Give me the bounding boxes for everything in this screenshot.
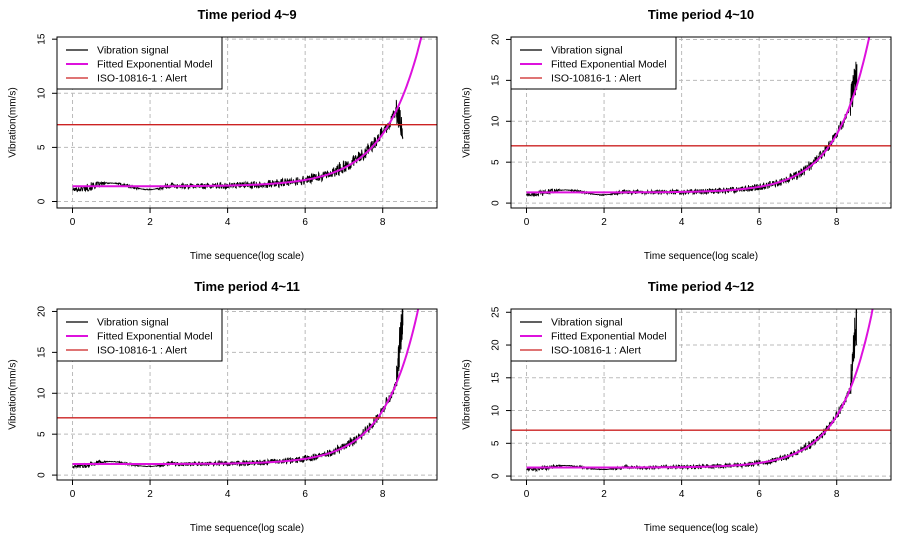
x-axis: 0 2 4 6 8 Time sequence(log scale)	[70, 480, 386, 534]
legend-label-signal: Vibration signal	[97, 317, 169, 329]
plot-area	[57, 309, 437, 469]
x-tick-label-0: 0	[524, 489, 530, 500]
y-axis: 0 5 10 15 Vibration(mm/s)	[8, 33, 57, 204]
series-vibration-signal	[72, 99, 404, 193]
y-tick-label-1: 5	[37, 431, 48, 437]
x-tick-label-1: 2	[147, 489, 153, 500]
x-tick-label-3: 6	[756, 489, 762, 500]
y-tick-label-1: 5	[37, 144, 48, 150]
chart-period-4-11: Time period 4~11 0 2 4 6 8 Time sequence(log s…	[8, 279, 438, 534]
series-fitted-exponential-model	[72, 37, 423, 188]
chart-period-4-9: Time period 4~9 0 2 4 6 8 Time sequence(log sc…	[8, 7, 438, 262]
y-axis-label: Vibration(mm/s)	[462, 87, 473, 157]
chart-period-4-10: Time period 4~10 0 2 4 6 8 Time sequence(log s…	[462, 7, 892, 262]
legend-label-model: Fitted Exponential Model	[97, 59, 213, 71]
plot-frame	[56, 36, 438, 209]
x-tick-label-1: 2	[147, 217, 153, 228]
y-tick-label-4: 20	[491, 339, 502, 351]
plot-frame	[510, 308, 892, 481]
y-tick-label-5: 25	[491, 306, 502, 318]
plot-area	[511, 37, 891, 197]
y-tick-label-3: 15	[37, 346, 48, 358]
panel-period-4-10: Time period 4~10 0 2 4 6 8 Time sequence(log s…	[454, 0, 908, 271]
legend-label-model: Fitted Exponential Model	[97, 331, 213, 343]
legend-label-model: Fitted Exponential Model	[551, 59, 667, 71]
grid	[57, 309, 437, 480]
chart-title: Time period 4~9	[197, 7, 296, 22]
x-tick-label-4: 8	[380, 217, 386, 228]
x-tick-label-3: 6	[302, 489, 308, 500]
y-tick-label-2: 10	[491, 405, 502, 417]
legend: Vibration signal Fitted Exponential Model…	[56, 308, 223, 362]
x-tick-label-2: 4	[679, 217, 685, 228]
legend-label-alert: ISO-10816-1 : Alert	[551, 73, 641, 85]
x-axis: 0 2 4 6 8 Time sequence(log scale)	[524, 208, 840, 262]
chart-title: Time period 4~10	[648, 7, 754, 22]
legend-label-alert: ISO-10816-1 : Alert	[551, 345, 641, 357]
x-tick-label-2: 4	[679, 489, 685, 500]
x-axis-label: Time sequence(log scale)	[644, 523, 758, 534]
x-tick-label-3: 6	[302, 217, 308, 228]
y-tick-label-2: 10	[37, 387, 48, 399]
y-tick-label-0: 0	[491, 473, 502, 479]
y-tick-label-2: 10	[37, 87, 48, 99]
chart-title: Time period 4~12	[648, 279, 754, 294]
series-fitted-exponential-model	[526, 309, 874, 469]
x-tick-label-4: 8	[834, 217, 840, 228]
plot-frame	[56, 308, 438, 481]
legend-label-signal: Vibration signal	[97, 45, 169, 57]
x-tick-label-1: 2	[601, 489, 607, 500]
x-tick-label-1: 2	[601, 217, 607, 228]
y-tick-label-3: 15	[491, 372, 502, 384]
x-axis-label: Time sequence(log scale)	[190, 523, 304, 534]
y-axis-label: Vibration(mm/s)	[8, 359, 19, 429]
y-tick-label-2: 10	[491, 115, 502, 127]
legend-label-signal: Vibration signal	[551, 317, 623, 329]
x-axis: 0 2 4 6 8 Time sequence(log scale)	[70, 208, 386, 262]
y-axis: 0 5 10 15 20 Vibration(mm/s)	[8, 305, 57, 478]
y-tick-label-4: 20	[37, 305, 48, 317]
legend-label-signal: Vibration signal	[551, 45, 623, 57]
x-tick-label-2: 4	[225, 217, 231, 228]
x-tick-label-4: 8	[380, 489, 386, 500]
y-tick-label-1: 5	[491, 159, 502, 165]
legend: Vibration signal Fitted Exponential Model…	[510, 36, 677, 90]
x-axis-label: Time sequence(log scale)	[644, 251, 758, 262]
y-tick-label-0: 0	[491, 200, 502, 206]
x-tick-label-0: 0	[70, 489, 76, 500]
legend: Vibration signal Fitted Exponential Model…	[56, 36, 223, 90]
x-axis-label: Time sequence(log scale)	[190, 251, 304, 262]
y-tick-label-0: 0	[37, 198, 48, 204]
panel-period-4-12: Time period 4~12 0 2 4 6 8 Time sequence(log s…	[454, 272, 908, 543]
panel-period-4-9: Time period 4~9 0 2 4 6 8 Time sequence(log sc…	[0, 0, 454, 271]
x-tick-label-3: 6	[756, 217, 762, 228]
y-tick-label-1: 5	[491, 440, 502, 446]
legend-label-alert: ISO-10816-1 : Alert	[97, 73, 187, 85]
chart-period-4-12: Time period 4~12 0 2 4 6 8 Time sequence(log s…	[462, 279, 892, 534]
legend: Vibration signal Fitted Exponential Model…	[510, 308, 677, 362]
panel-period-4-11: Time period 4~11 0 2 4 6 8 Time sequence(log s…	[0, 272, 454, 543]
y-tick-label-0: 0	[37, 472, 48, 478]
y-axis-label: Vibration(mm/s)	[462, 359, 473, 429]
x-tick-label-2: 4	[225, 489, 231, 500]
series-fitted-exponential-model	[526, 37, 871, 194]
plot-area	[57, 37, 437, 193]
y-axis: 0 5 10 15 20 25 Vibration(mm/s)	[462, 306, 511, 479]
legend-label-alert: ISO-10816-1 : Alert	[97, 345, 187, 357]
x-tick-label-4: 8	[834, 489, 840, 500]
y-axis-label: Vibration(mm/s)	[8, 87, 19, 157]
y-tick-label-3: 15	[491, 74, 502, 86]
x-tick-label-0: 0	[70, 217, 76, 228]
y-axis: 0 5 10 15 20 Vibration(mm/s)	[462, 33, 511, 206]
y-tick-label-3: 15	[37, 33, 48, 45]
x-tick-label-0: 0	[524, 217, 530, 228]
plot-frame	[510, 36, 892, 209]
series-fitted-exponential-model	[72, 309, 420, 465]
y-tick-label-4: 20	[491, 33, 502, 45]
plot-area	[511, 309, 891, 473]
legend-label-model: Fitted Exponential Model	[551, 331, 667, 343]
chart-title: Time period 4~11	[194, 279, 300, 294]
x-axis: 0 2 4 6 8 Time sequence(log scale)	[524, 480, 840, 534]
